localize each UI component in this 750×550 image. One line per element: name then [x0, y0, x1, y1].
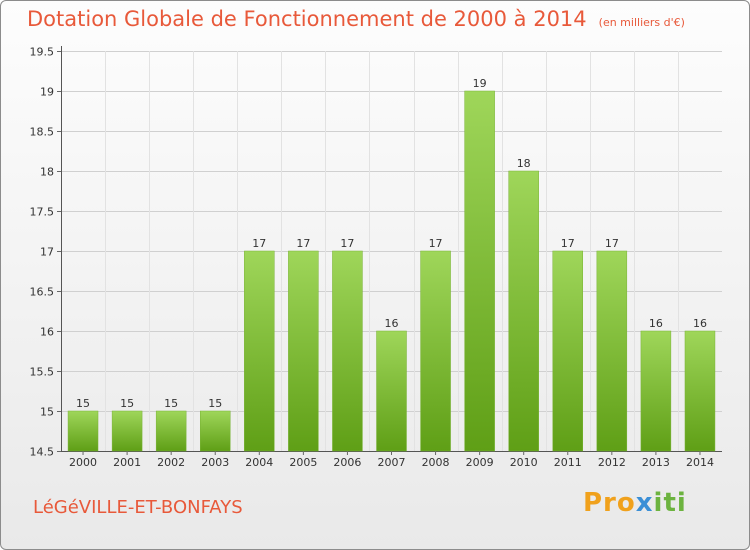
value-label-2009: 19 [473, 77, 487, 90]
value-label-2001: 15 [120, 397, 134, 410]
bar-2000 [67, 410, 99, 452]
y-tick-label: 19.5 [30, 46, 55, 59]
x-tick-label-2004: 2004 [245, 456, 273, 469]
proxiti-logo: Proxiti [583, 488, 687, 518]
bar-2004 [244, 250, 275, 452]
x-tick-label-2003: 2003 [201, 456, 229, 469]
value-label-2007: 16 [385, 317, 399, 330]
value-label-2003: 15 [208, 397, 222, 410]
x-tick-label-2014: 2014 [686, 456, 714, 469]
bars [67, 90, 716, 452]
bar-2002 [155, 410, 187, 452]
value-label-2004: 17 [252, 237, 266, 250]
x-tick-label-2000: 2000 [69, 456, 97, 469]
bar-2007 [376, 330, 407, 452]
value-label-2006: 17 [340, 237, 354, 250]
value-label-2010: 18 [517, 157, 531, 170]
bar-2009 [464, 90, 495, 452]
bar-2005 [288, 250, 319, 452]
bar-2012 [596, 250, 628, 452]
y-tick-label: 15.5 [30, 366, 55, 379]
bar-2001 [111, 410, 143, 452]
value-label-2013: 16 [649, 317, 663, 330]
x-tick-labels: 2000 2001 2002 2003 2004 2005 2006 2007 2008 2009… [69, 456, 714, 469]
x-tick-label-2005: 2005 [289, 456, 317, 469]
x-tick-label-2006: 2006 [333, 456, 361, 469]
y-tick-label: 17.5 [30, 206, 55, 219]
bar-2003 [200, 410, 231, 452]
chart-unit: (en milliers d'€) [598, 16, 685, 29]
x-tick-label-2009: 2009 [466, 456, 494, 469]
y-tick-label: 17 [40, 246, 54, 259]
x-tick-label-2013: 2013 [642, 456, 670, 469]
y-tick-label: 15 [40, 406, 54, 419]
bar-2008 [420, 250, 451, 452]
x-tick-label-2008: 2008 [422, 456, 450, 469]
bar-2013 [640, 330, 672, 452]
bar-2006 [332, 250, 363, 452]
y-tick-label: 14.5 [30, 446, 55, 459]
bar-2014 [684, 330, 716, 452]
y-tick-label: 18.5 [30, 126, 55, 139]
x-tick-label-2002: 2002 [157, 456, 185, 469]
chart-title-text: Dotation Globale de Fonctionnement de 20… [27, 7, 587, 31]
value-label-2014: 16 [693, 317, 707, 330]
bar-2010 [508, 170, 539, 452]
commune-name: LéGéVILLE-ET-BONFAYS [33, 497, 243, 518]
x-tick-label-2001: 2001 [113, 456, 141, 469]
x-tick-label-2011: 2011 [554, 456, 582, 469]
x-tick-label-2012: 2012 [598, 456, 626, 469]
value-labels: 15 15 15 15 17 17 17 16 17 19 18 17 17 16 16 [76, 77, 707, 410]
y-tick-label: 19 [40, 86, 54, 99]
value-label-2008: 17 [429, 237, 443, 250]
y-tick-label: 16.5 [30, 286, 55, 299]
axes [57, 46, 722, 455]
y-tick-label: 16 [40, 326, 54, 339]
value-label-2002: 15 [164, 397, 178, 410]
logo-part-1: Pro [583, 488, 636, 518]
y-tick-labels: 14.5 15 15.5 16 16.5 17 17.5 18 18.5 19 19.5 [30, 46, 55, 459]
chart-title: Dotation Globale de Fonctionnement de 20… [27, 7, 685, 31]
y-tick-label: 18 [40, 166, 54, 179]
value-label-2005: 17 [296, 237, 310, 250]
logo-part-3: iti [653, 488, 687, 518]
value-label-2012: 17 [605, 237, 619, 250]
bar-2011 [552, 250, 583, 452]
value-label-2000: 15 [76, 397, 90, 410]
x-tick-label-2010: 2010 [510, 456, 538, 469]
value-label-2011: 17 [561, 237, 575, 250]
logo-part-2: x [635, 488, 654, 518]
x-tick-label-2007: 2007 [378, 456, 406, 469]
